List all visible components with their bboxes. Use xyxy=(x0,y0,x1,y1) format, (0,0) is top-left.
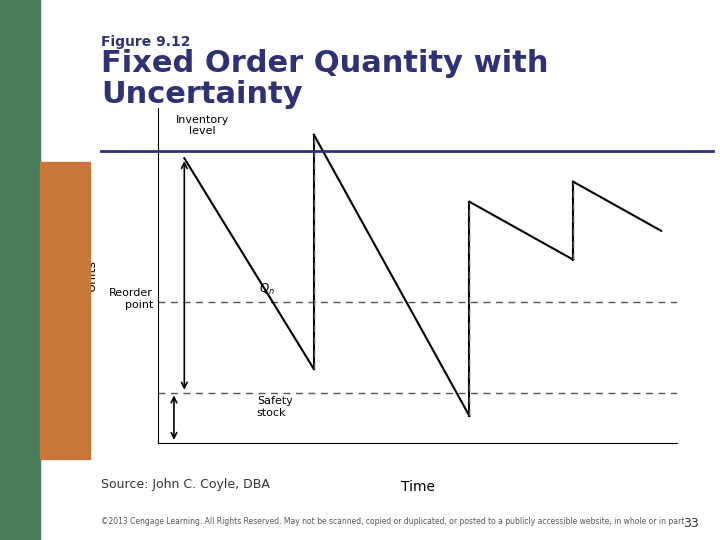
Text: 33: 33 xyxy=(683,517,698,530)
Text: Inventory
level: Inventory level xyxy=(176,114,229,136)
Text: Time: Time xyxy=(400,480,435,494)
Text: Source: John C. Coyle, DBA: Source: John C. Coyle, DBA xyxy=(101,478,270,491)
Text: $Q_n$: $Q_n$ xyxy=(259,282,276,297)
Text: ©2013 Cengage Learning. All Rights Reserved. May not be scanned, copied or dupli: ©2013 Cengage Learning. All Rights Reser… xyxy=(101,517,687,526)
Text: Fixed Order Quantity with
Uncertainty: Fixed Order Quantity with Uncertainty xyxy=(101,49,549,109)
Text: Units: Units xyxy=(84,259,97,292)
Text: Reorder
point: Reorder point xyxy=(109,288,153,309)
Text: Figure 9.12: Figure 9.12 xyxy=(101,35,190,49)
Text: Safety
stock: Safety stock xyxy=(257,396,293,417)
